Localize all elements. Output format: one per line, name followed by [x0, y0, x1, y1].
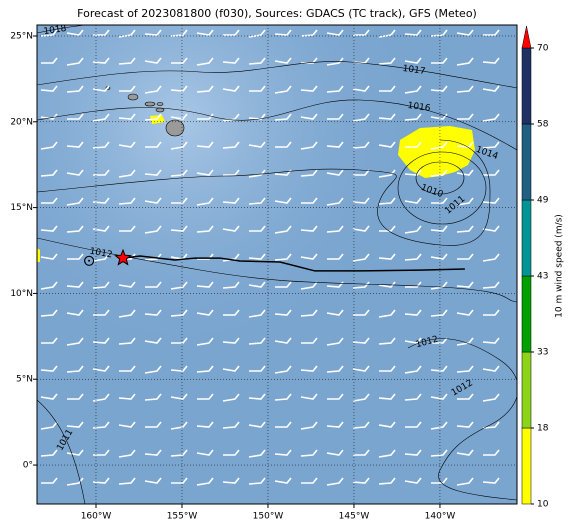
x-tick-label: 150°W — [253, 512, 284, 522]
x-tick-label: 145°W — [339, 512, 370, 522]
y-tick-label: 10°N — [10, 289, 33, 299]
x-tick-label: 160°W — [81, 512, 112, 522]
colorbar-tick-label: 18 — [537, 424, 549, 434]
wind-speed-area — [37, 248, 40, 262]
isobars — [37, 25, 517, 504]
colorbar-segment — [521, 275, 532, 353]
x-tick-label: 155°W — [167, 512, 198, 522]
contour-label: 1012 — [89, 247, 113, 261]
contour-label: 1018 — [43, 24, 67, 37]
y-tick-label: 25°N — [10, 31, 33, 41]
position-marker-dot — [88, 259, 91, 262]
colorbar-segment — [521, 199, 532, 277]
contour-label: 1017 — [402, 64, 426, 77]
wind-barbs — [40, 29, 500, 486]
colorbar-tick-label: 43 — [537, 272, 548, 282]
y-tick-label: 20°N — [10, 117, 33, 127]
colorbar-segment — [521, 351, 532, 429]
colorbar-tick-label: 58 — [537, 120, 549, 130]
colorbar-tick-label: 49 — [537, 196, 549, 206]
y-tick-label: 5°N — [16, 375, 33, 385]
contour-label: 1016 — [407, 101, 431, 114]
colorbar-tick-label: 33 — [537, 348, 548, 358]
islands — [105, 86, 185, 137]
colorbar-segment — [521, 47, 532, 125]
map-title: Forecast of 2023081800 (f030), Sources: … — [77, 7, 477, 20]
grid — [37, 25, 517, 504]
map-frame — [36, 24, 518, 505]
y-tick-label: 0° — [23, 461, 33, 471]
x-tick-label: 140°W — [425, 512, 456, 522]
colorbar-label: 10 m wind speed (m/s) — [555, 214, 565, 318]
colorbar-segment — [521, 427, 532, 505]
colorbar-segment — [521, 123, 532, 201]
map-layers — [37, 25, 517, 504]
y-tick-label: 15°N — [10, 203, 33, 213]
storm-position — [114, 248, 132, 266]
position-marker — [84, 255, 95, 266]
colorbar-tick-label: 10 — [537, 500, 549, 510]
colorbar-tick-label: 70 — [537, 44, 549, 54]
ocean-shade — [37, 25, 517, 504]
storm-track — [122, 255, 465, 272]
colorbar-extend — [521, 25, 532, 49]
